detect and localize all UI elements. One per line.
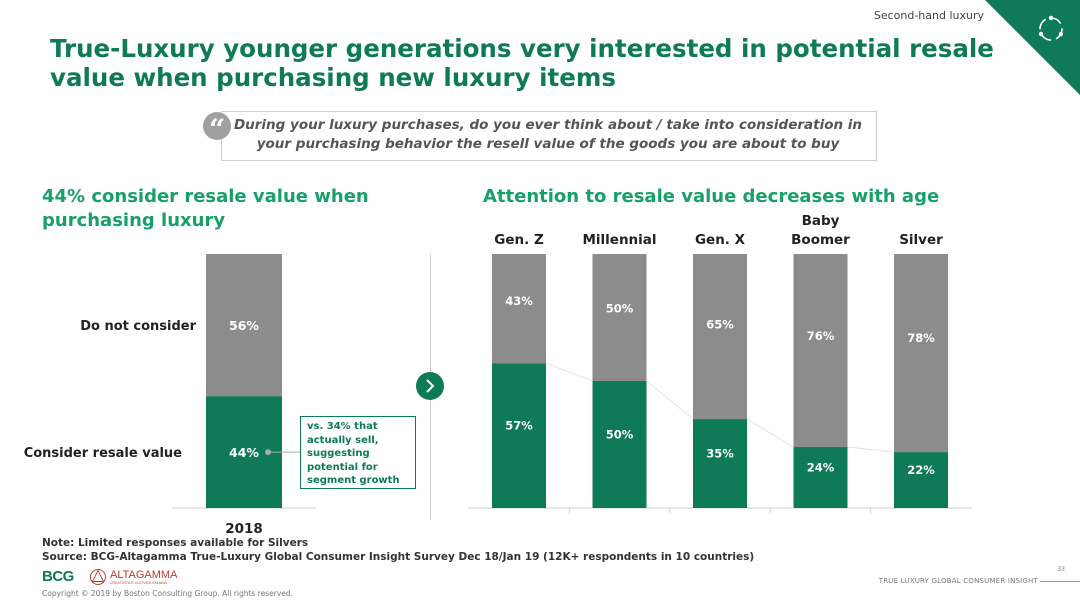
altagamma-logo-icon (90, 569, 106, 585)
data-label: 24% (807, 461, 835, 475)
x-tick-label: Gen. Z (494, 232, 544, 248)
data-label: 78% (907, 331, 935, 345)
altagamma-logo: ALTAGAMMA (110, 569, 178, 581)
copyright: Copyright © 2019 by Boston Consulting Gr… (42, 589, 294, 598)
x-tick-label: Baby (802, 213, 840, 229)
data-label: 65% (706, 317, 734, 331)
data-label: 56% (229, 318, 259, 333)
trend-connector (746, 418, 794, 448)
trend-connector (646, 380, 694, 420)
next-button[interactable] (416, 372, 444, 400)
left-subtitle: 44% consider resale value when purchasin… (42, 186, 369, 231)
callout-box: vs. 34% that actually sell, suggesting p… (300, 416, 416, 489)
bcg-logo: BCG (42, 568, 74, 585)
bar-segment-consider (793, 447, 848, 508)
bar-segment-consider (693, 419, 747, 508)
x-tick-label: 2018 (225, 521, 263, 537)
data-label: 44% (229, 445, 259, 460)
bar-segment-not-consider (592, 254, 647, 381)
page-title: True-Luxury younger generations very int… (50, 34, 994, 92)
bar-segment-consider (894, 452, 948, 508)
x-tick-label: Gen. X (695, 232, 746, 248)
x-tick-label: Boomer (791, 232, 850, 248)
x-tick-label: Silver (899, 232, 943, 248)
footnote-source: Source: BCG-Altagamma True-Luxury Global… (42, 551, 755, 563)
survey-question: During your luxury purchases, do you eve… (233, 117, 863, 152)
data-label: 76% (807, 329, 835, 343)
circular-arrows-icon (1038, 15, 1064, 41)
section-label: Second-hand luxury (873, 9, 984, 22)
bar-segment-consider (592, 381, 647, 508)
bar-segment-not-consider (894, 254, 948, 453)
trend-connector (847, 446, 895, 453)
right-subtitle: Attention to resale value decreases with… (483, 186, 940, 207)
data-label: 50% (606, 428, 634, 442)
bar-segment-not-consider (793, 254, 848, 448)
report-name: TRUE LUXURY GLOBAL CONSUMER INSIGHT (878, 577, 1038, 585)
data-label: 35% (706, 447, 734, 461)
trend-connector (545, 362, 593, 382)
legend-label-not-consider: Do not consider (80, 319, 196, 334)
callout-connector-dot (265, 449, 271, 456)
x-tick-label: Millennial (582, 232, 656, 248)
bar-segment-not-consider (693, 254, 747, 420)
page-number: 33 (1057, 566, 1065, 573)
bar-segment-not-consider (206, 254, 282, 397)
bar-segment-consider (492, 363, 546, 508)
data-label: 57% (505, 419, 533, 433)
data-label: 43% (505, 294, 533, 308)
corner-accent (985, 0, 1080, 95)
data-label: 50% (606, 301, 634, 315)
chevron-right-icon (426, 379, 435, 393)
quote-icon: “ (203, 112, 231, 146)
altagamma-tagline: CREATIVITÀ E CULTURA ITALIANA (110, 581, 167, 585)
bar-segment-not-consider (492, 254, 546, 364)
footnote-note: Note: Limited responses available for Si… (42, 537, 309, 549)
data-label: 22% (907, 463, 935, 477)
report-name-rule (1040, 581, 1080, 582)
legend-label-consider: Consider resale value (24, 446, 182, 461)
